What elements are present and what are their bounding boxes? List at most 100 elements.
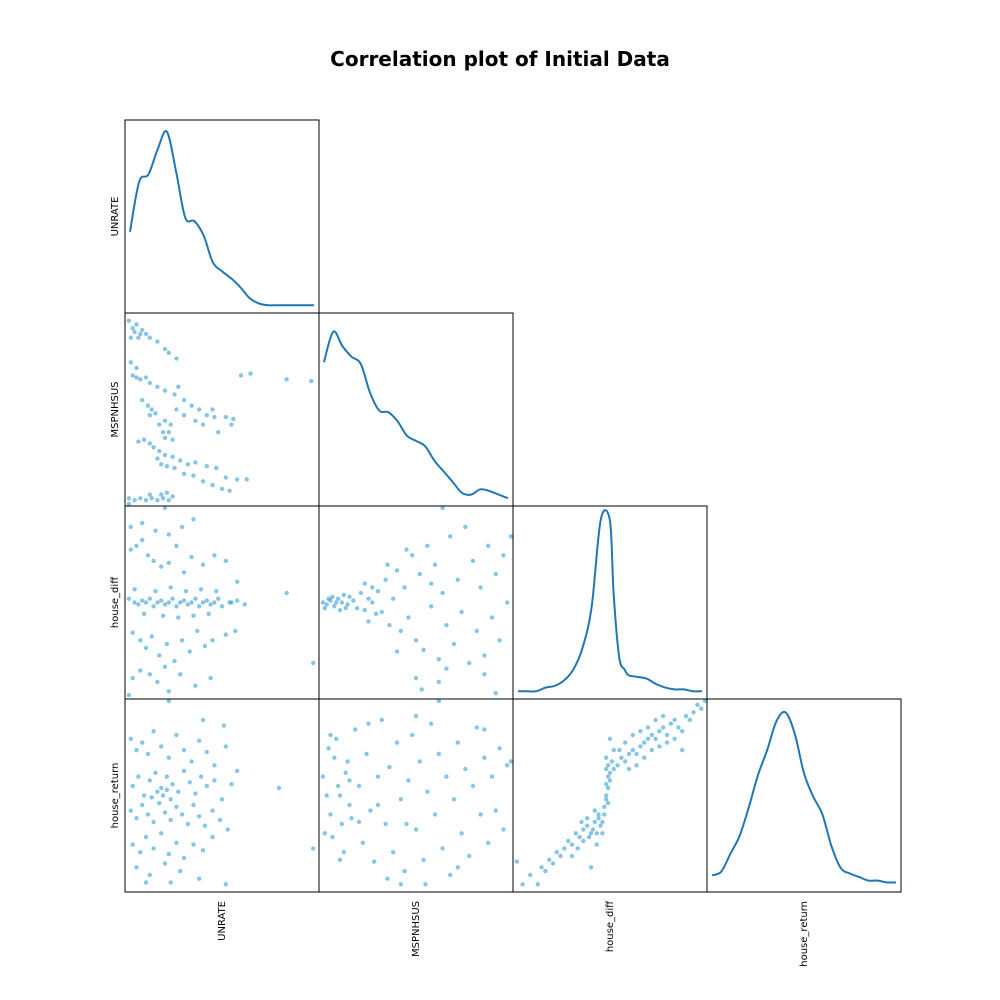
scatter-point: [619, 755, 624, 760]
scatter-point: [642, 740, 647, 745]
scatter-point: [130, 842, 135, 847]
scatter-point: [482, 755, 487, 760]
scatter-point: [451, 641, 457, 647]
scatter-point: [586, 834, 592, 840]
scatter-point: [569, 853, 575, 859]
scatter-point: [394, 568, 400, 573]
scatter-point: [489, 774, 495, 779]
scatter-point: [130, 373, 135, 378]
scatter-point: [440, 846, 445, 851]
scatter-point: [351, 598, 356, 603]
scatter-point: [195, 628, 200, 634]
scatter-point: [602, 812, 607, 817]
scatter-point: [126, 496, 132, 501]
scatter-point: [143, 331, 149, 337]
scatter-point: [436, 698, 441, 704]
scatter-point: [668, 721, 673, 726]
scatter-point: [691, 710, 696, 715]
scatter-point: [151, 445, 156, 450]
scatter-point: [343, 770, 348, 775]
scatter-point: [143, 880, 149, 885]
scatter-point: [179, 812, 185, 817]
scatter-point: [642, 755, 647, 760]
scatter-point: [166, 851, 171, 857]
scatter-point: [311, 660, 316, 666]
scatter-point: [366, 619, 371, 624]
scatter-point: [214, 465, 219, 471]
scatter-point: [334, 600, 339, 605]
scatter-point: [605, 763, 611, 768]
scatter-point: [607, 736, 613, 741]
y-axis-label-house-diff: house_diff: [110, 576, 121, 628]
scatter-point: [455, 577, 460, 582]
scatter-point: [229, 600, 234, 605]
scatter-point: [166, 532, 171, 537]
scatter-point: [345, 759, 350, 764]
scatter-point: [140, 327, 145, 333]
scatter-point: [343, 606, 348, 611]
scatter-point: [402, 868, 407, 874]
scatter-point: [140, 520, 145, 526]
scatter-point: [151, 558, 156, 564]
scatter-point: [368, 808, 373, 813]
scatter-point: [134, 375, 139, 380]
scatter-point: [174, 543, 179, 548]
scatter-point: [216, 430, 221, 435]
scatter-point: [183, 589, 189, 594]
scatter-point: [335, 596, 341, 601]
scatter-point: [661, 725, 666, 730]
scatter-point: [178, 672, 183, 677]
scatter-point: [459, 831, 464, 836]
scatter-point: [159, 462, 164, 467]
scatter-point: [210, 407, 215, 412]
scatter-point: [210, 638, 215, 643]
scatter-point: [320, 774, 326, 779]
scatter-point: [219, 797, 225, 802]
scatter-point: [607, 770, 613, 775]
scatter-point: [159, 492, 164, 497]
scatter-point: [419, 687, 424, 692]
scatter-point: [128, 547, 133, 552]
scatter-point: [311, 846, 316, 851]
scatter-point: [520, 882, 525, 887]
scatter-point: [202, 643, 208, 649]
cell-frame: [124, 505, 320, 700]
scatter-point: [134, 543, 139, 548]
scatter-point: [145, 751, 151, 757]
scatter-point: [432, 562, 438, 567]
scatter-point: [474, 628, 479, 634]
scatter-point: [604, 755, 609, 760]
scatter-point: [126, 501, 132, 507]
scatter-point: [176, 789, 181, 794]
scatter-point: [164, 787, 170, 792]
scatter-point: [179, 524, 185, 530]
scatter-point: [141, 611, 147, 616]
scatter-point: [592, 819, 597, 825]
scatter-point: [181, 747, 187, 753]
scatter-point: [155, 456, 160, 461]
scatter-point: [210, 834, 215, 840]
scatter-point: [429, 604, 434, 609]
scatter-point: [699, 706, 704, 711]
scatter-point: [200, 717, 206, 723]
scatter-point: [638, 744, 643, 749]
scatter-point: [212, 778, 217, 783]
scatter-point: [604, 797, 609, 802]
scatter-point: [162, 602, 168, 607]
scatter-point: [170, 596, 175, 601]
scatter-point: [176, 615, 181, 620]
cell-frame: [512, 505, 708, 700]
scatter-point: [189, 554, 194, 560]
scatter-point: [191, 802, 196, 808]
scatter-point: [145, 812, 151, 817]
scatter-point: [204, 749, 209, 755]
scatter-point: [575, 846, 580, 851]
scatter-point: [153, 528, 158, 533]
scatter-point: [385, 876, 390, 881]
scatter-point: [664, 732, 670, 738]
scatter-point: [143, 645, 149, 651]
cell-mspnhsus-vs-mspnhsus: [318, 312, 514, 507]
scatter-point: [147, 335, 152, 340]
scatter-point: [162, 388, 168, 393]
